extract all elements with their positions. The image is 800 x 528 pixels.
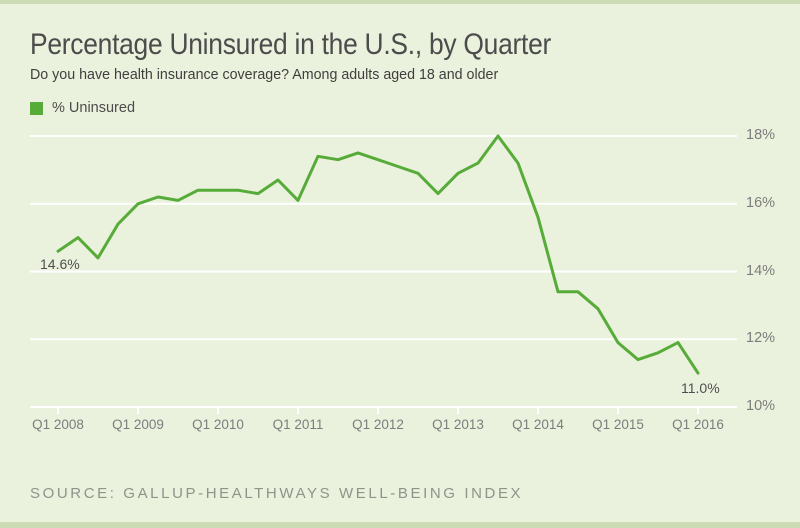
x-axis-label: Q1 2011: [272, 417, 324, 432]
bottom-edge-strip: [0, 522, 800, 528]
x-axis-label: Q1 2012: [352, 417, 404, 432]
chart-title: Percentage Uninsured in the U.S., by Qua…: [30, 28, 552, 61]
top-edge-strip: [0, 0, 800, 4]
x-axis-label: Q1 2009: [112, 417, 164, 432]
x-axis-label: Q1 2013: [432, 417, 484, 432]
x-axis-label: Q1 2015: [592, 417, 644, 432]
chart-subtitle: Do you have health insurance coverage? A…: [30, 66, 499, 83]
data-point-label: 11.0%: [681, 380, 720, 397]
x-axis-label: Q1 2014: [512, 417, 564, 432]
y-axis-label: 14%: [746, 262, 776, 279]
data-point-label: 14.6%: [40, 256, 80, 273]
legend-label: % Uninsured: [52, 100, 136, 116]
source-note: SOURCE: GALLUP-HEALTHWAYS WELL-BEING IND…: [30, 485, 524, 502]
legend-swatch-icon: [30, 101, 43, 115]
y-axis-label: 18%: [746, 127, 776, 143]
y-axis-label: 10%: [746, 398, 776, 414]
x-axis-label: Q1 2008: [32, 417, 84, 432]
y-axis-label: 16%: [746, 194, 776, 211]
x-axis-label: Q1 2010: [192, 417, 244, 432]
x-axis-label: Q1 2016: [672, 417, 724, 432]
y-axis-label: 12%: [746, 330, 776, 347]
legend: % Uninsured: [30, 100, 135, 116]
